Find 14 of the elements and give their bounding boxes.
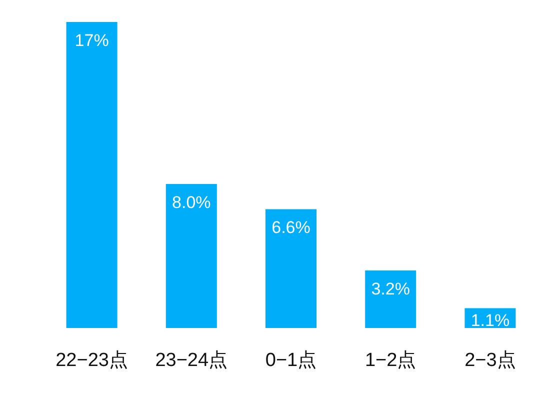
x-tick-label: 0−1点 (265, 350, 317, 371)
bar (166, 184, 217, 328)
data-label: 8.0% (172, 193, 211, 212)
bar (266, 209, 316, 328)
bar (66, 22, 118, 328)
data-label: 17% (74, 31, 109, 50)
data-label: 3.2% (371, 279, 410, 298)
x-tick-label: 22−23点 (56, 350, 128, 371)
x-tick-label: 1−2点 (364, 350, 416, 371)
bar (365, 270, 416, 328)
x-tick-label: 2−3点 (464, 350, 516, 371)
x-tick-label: 23−24点 (155, 350, 228, 371)
data-label: 6.6% (272, 218, 310, 238)
data-label: 1.1% (470, 311, 510, 330)
